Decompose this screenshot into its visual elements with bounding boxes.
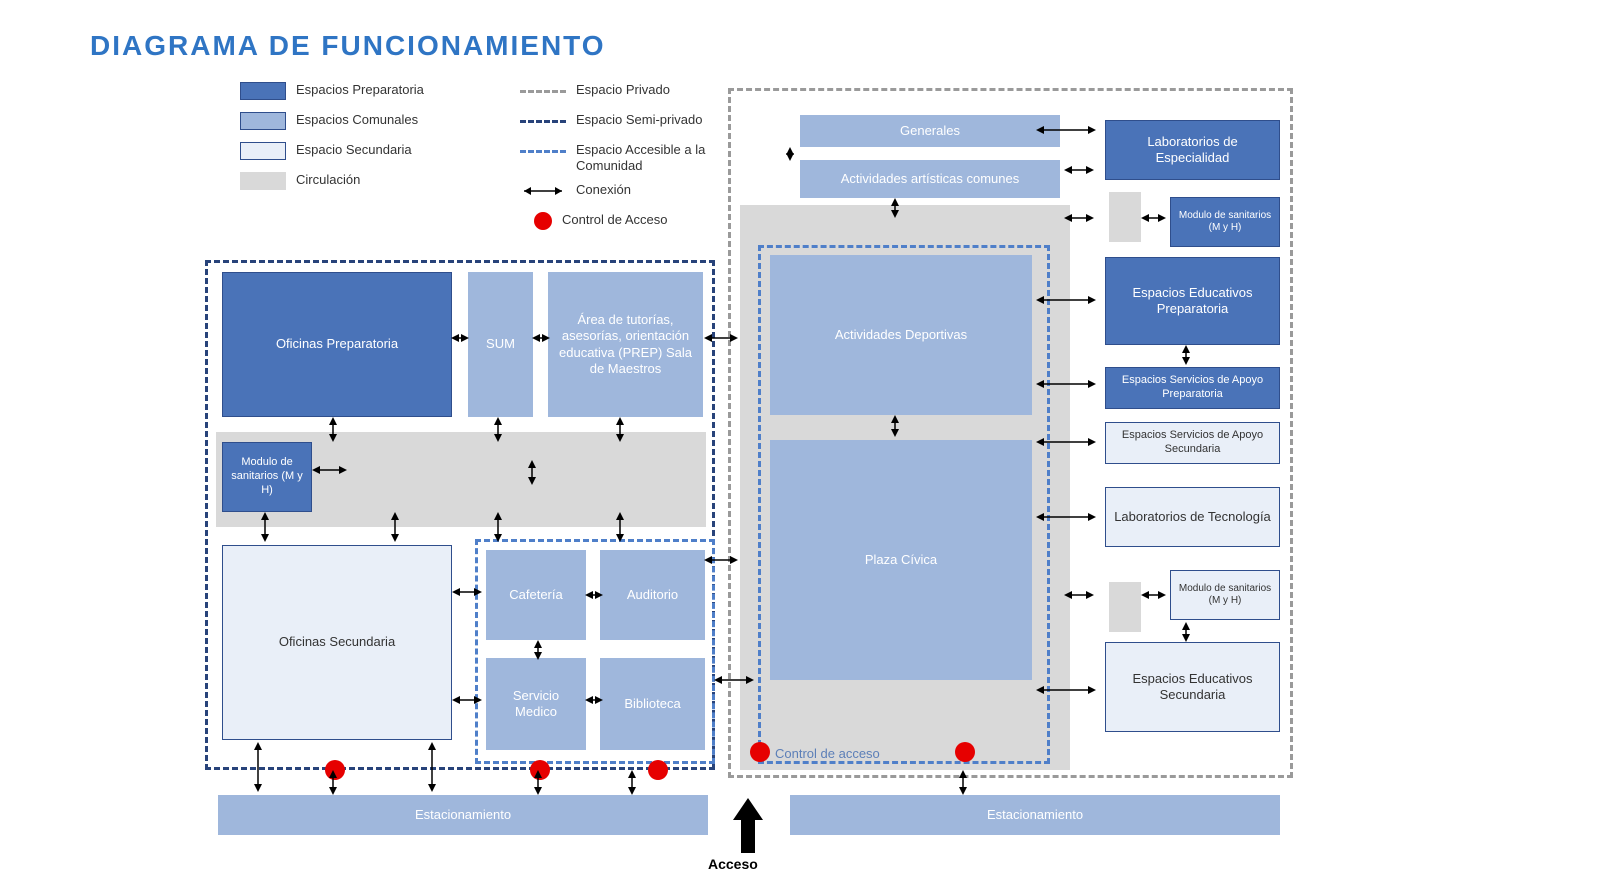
connection-arrow-icon [704, 331, 738, 345]
connection-arrow-icon [1036, 293, 1096, 307]
legend-item: Espacios Comunales [240, 112, 418, 130]
space-box: Espacios Educativos Preparatoria [1105, 257, 1280, 345]
legend-item: Conexión [520, 182, 631, 200]
connection-arrow-icon [888, 415, 902, 437]
connection-arrow-icon [714, 673, 754, 687]
space-box: Servicio Medico [486, 658, 586, 750]
legend-label: Espacio Accesible a la Comunidad [576, 142, 736, 173]
legend-item: Control de Acceso [520, 212, 668, 230]
connection-arrow-icon [531, 640, 545, 660]
space-box: Espacios Servicios de Apoyo Secundaria [1105, 422, 1280, 464]
legend-label: Espacio Semi-privado [576, 112, 702, 128]
connection-arrow-icon [452, 585, 482, 599]
connection-arrow-icon [1036, 123, 1096, 137]
legend-dot-icon [534, 212, 552, 230]
legend-label: Espacios Preparatoria [296, 82, 424, 98]
legend-item: Espacio Secundaria [240, 142, 412, 160]
connection-arrow-icon [613, 417, 627, 442]
space-box: Laboratorios de Tecnología [1105, 487, 1280, 547]
connection-arrow-icon [704, 553, 738, 567]
connection-arrow-icon [491, 512, 505, 542]
space-box: Oficinas Secundaria [222, 545, 452, 740]
legend-label: Espacios Comunales [296, 112, 418, 128]
connection-arrow-icon [888, 198, 902, 218]
legend-item: Espacio Privado [520, 82, 670, 98]
space-box: Estacionamiento [218, 795, 708, 835]
legend-swatch-icon [240, 112, 286, 130]
connection-arrow-icon [425, 742, 439, 792]
connection-arrow-icon [388, 512, 402, 542]
space-box: Biblioteca [600, 658, 705, 750]
access-control-dot-icon [648, 760, 668, 780]
space-box: Plaza Cívica [770, 440, 1032, 680]
legend-arrow-icon [520, 182, 566, 200]
page-title: DIAGRAMA DE FUNCIONAMIENTO [90, 30, 606, 62]
space-box: Modulo de sanitarios (M y H) [1170, 570, 1280, 620]
legend-label: Espacio Privado [576, 82, 670, 98]
connection-arrow-icon [1036, 377, 1096, 391]
connection-arrow-icon [1064, 163, 1094, 177]
space-box: Actividades artísticas comunes [800, 160, 1060, 198]
connection-arrow-icon [451, 331, 469, 345]
access-control-dot-icon [750, 742, 770, 762]
space-box: Espacios Educativos Secundaria [1105, 642, 1280, 732]
space-box: Actividades Deportivas [770, 255, 1032, 415]
legend-item: Espacio Accesible a la Comunidad [520, 142, 736, 173]
space-box: Generales [800, 115, 1060, 147]
connection-arrow-icon [585, 693, 603, 707]
connection-arrow-icon [326, 770, 340, 795]
connection-arrow-icon [491, 417, 505, 442]
space-box: Oficinas Preparatoria [222, 272, 452, 417]
connection-arrow-icon [1064, 588, 1094, 602]
space-box: Espacios Servicios de Apoyo Preparatoria [1105, 367, 1280, 409]
connection-arrow-icon [312, 463, 347, 477]
connection-arrow-icon [625, 770, 639, 795]
access-arrow-icon [733, 798, 763, 858]
connection-arrow-icon [613, 512, 627, 542]
legend-item: Espacio Semi-privado [520, 112, 702, 128]
legend-item: Circulación [240, 172, 360, 190]
zone-label: Control de acceso [775, 746, 880, 761]
space-box: Laboratorios de Especialidad [1105, 120, 1280, 180]
legend-label: Espacio Secundaria [296, 142, 412, 158]
space-box: SUM [468, 272, 533, 417]
legend-dash-icon [520, 90, 566, 93]
connection-arrow-icon [532, 331, 550, 345]
connection-arrow-icon [1141, 211, 1166, 225]
connection-arrow-icon [1179, 622, 1193, 642]
legend-label: Circulación [296, 172, 360, 188]
space-box: Área de tutorías, asesorías, orientación… [548, 272, 703, 417]
connection-arrow-icon [525, 460, 539, 485]
connection-arrow-icon [1036, 435, 1096, 449]
legend-dash-icon [520, 150, 566, 153]
connection-arrow-icon [452, 693, 482, 707]
access-label: Acceso [708, 856, 758, 872]
connection-arrow-icon [251, 742, 265, 792]
legend-label: Control de Acceso [562, 212, 668, 228]
connection-arrow-icon [531, 770, 545, 795]
legend-swatch-icon [240, 82, 286, 100]
space-box: Estacionamiento [790, 795, 1280, 835]
connection-arrow-icon [1036, 510, 1096, 524]
connection-arrow-icon [258, 512, 272, 542]
legend-label: Conexión [576, 182, 631, 198]
legend-swatch-icon [240, 172, 286, 190]
diagram-stage: DIAGRAMA DE FUNCIONAMIENTO Espacios Prep… [0, 0, 1600, 896]
connection-arrow-icon [956, 770, 970, 795]
space-box: Auditorio [600, 550, 705, 640]
space-box: Modulo de sanitarios (M y H) [1170, 197, 1280, 247]
access-control-dot-icon [955, 742, 975, 762]
connection-arrow-icon [1141, 588, 1166, 602]
connection-arrow-icon [326, 417, 340, 442]
legend-swatch-icon [240, 142, 286, 160]
connection-arrow-icon [585, 588, 603, 602]
space-box: Modulo de sanitarios (M y H) [222, 442, 312, 512]
connection-arrow-icon [783, 147, 797, 161]
connection-arrow-icon [1064, 211, 1094, 225]
connection-arrow-icon [1179, 345, 1193, 365]
legend-item: Espacios Preparatoria [240, 82, 424, 100]
connection-arrow-icon [1036, 683, 1096, 697]
legend-dash-icon [520, 120, 566, 123]
space-box: Cafetería [486, 550, 586, 640]
